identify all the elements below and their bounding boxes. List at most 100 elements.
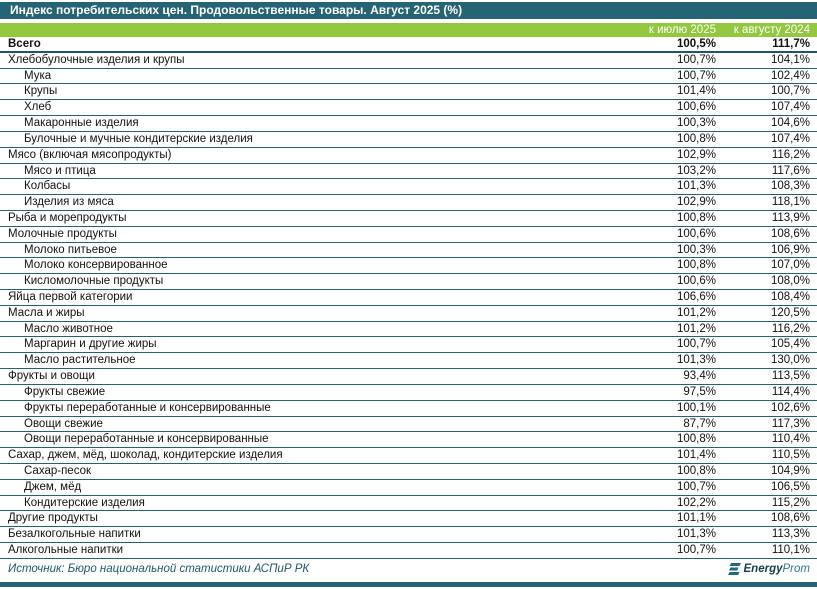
row-value-mom: 100,7% [676, 53, 716, 66]
table-row: Булочные и мучные кондитерские изделия 10… [0, 132, 817, 148]
row-value-yoy: 104,9% [770, 464, 810, 477]
bottom-accent-bar [0, 582, 817, 587]
row-label: Мясо и птица [24, 164, 96, 177]
table-row: Масло животное 101,2% 116,2% [0, 322, 817, 338]
table-row: Фрукты и овощи 93,4% 113,5% [0, 369, 817, 385]
row-value-yoy: 108,0% [770, 275, 810, 288]
row-value-mom: 102,2% [676, 496, 716, 509]
energyprom-stripes-icon [727, 562, 741, 575]
row-value-mom: 102,9% [676, 196, 716, 209]
row-label: Кисломолочные продукты [24, 275, 164, 288]
table-row: Молоко питьевое 100,3% 106,9% [0, 243, 817, 259]
row-label: Изделия из мяса [24, 196, 114, 209]
table-row: Рыба и морепродукты 100,8% 113,9% [0, 211, 817, 227]
row-label: Молочные продукты [8, 227, 117, 240]
row-value-mom: 106,6% [676, 291, 716, 303]
source-note: Источник: Бюро национальной статистики А… [8, 562, 310, 575]
page-title: Индекс потребительских цен. Продовольств… [10, 3, 463, 17]
table-row: Изделия из мяса 102,9% 118,1% [0, 195, 817, 211]
row-value-mom: 100,8% [676, 433, 716, 446]
table-row: Колбасы 101,3% 108,3% [0, 179, 817, 196]
title-bar: Индекс потребительских цен. Продовольств… [0, 2, 817, 19]
row-value-mom: 102,9% [676, 148, 716, 161]
row-value-yoy: 106,9% [770, 243, 810, 256]
row-value-yoy: 108,6% [770, 512, 810, 525]
row-value-mom: 101,3% [676, 180, 716, 193]
row-value-mom: 101,3% [676, 528, 716, 541]
row-value-mom: 100,3% [676, 243, 716, 256]
row-value-mom: 101,3% [676, 354, 716, 367]
row-value-yoy: 104,6% [770, 117, 810, 130]
row-value-yoy: 114,4% [771, 385, 810, 398]
table-row: Фрукты свежие 97,5% 114,4% [0, 385, 817, 401]
table-row: Масла и жиры 101,2% 120,5% [0, 306, 817, 322]
row-value-mom: 87,7% [683, 417, 716, 430]
row-label: Джем, мёд [24, 480, 82, 493]
table-row: Мясо (включая мясопродукты) 102,9% 116,2% [0, 148, 817, 164]
table-row: Овощи свежие 87,7% 117,3% [0, 417, 817, 433]
table-row: Овощи переработанные и консервированные 1… [0, 432, 817, 449]
row-value-mom: 100,7% [676, 544, 716, 556]
table-row: Мука 100,7% 102,4% [0, 69, 817, 85]
column-header-spacer [0, 23, 616, 37]
table-row: Макаронные изделия 100,3% 104,6% [0, 116, 817, 132]
row-label: Фрукты и овощи [8, 370, 95, 383]
table-row: Джем, мёд 100,7% 106,5% [0, 480, 817, 496]
row-value-yoy: 102,4% [770, 69, 810, 82]
row-value-yoy: 117,6% [771, 164, 810, 177]
row-value-mom: 100,8% [676, 211, 716, 224]
row-value-mom: 101,4% [676, 449, 716, 462]
row-label: Кондитерские изделия [24, 496, 145, 509]
row-value-yoy: 105,4% [770, 338, 810, 351]
row-value-yoy: 107,4% [770, 101, 810, 114]
table-row: Кондитерские изделия 102,2% 115,2% [0, 496, 817, 512]
table-row: Кисломолочные продукты 100,6% 108,0% [0, 274, 817, 290]
row-value-mom: 100,6% [676, 275, 716, 288]
brand-name: EnergyProm [744, 563, 810, 575]
row-value-yoy: 100,7% [770, 85, 810, 98]
row-label: Рыба и морепродукты [8, 211, 127, 224]
row-label: Алкогольные напитки [8, 544, 124, 556]
row-value-mom: 100,7% [676, 480, 716, 493]
row-value-mom: 101,1% [676, 512, 716, 525]
column-header-yoy: к августу 2024 [733, 24, 810, 36]
row-label: Мука [24, 69, 52, 82]
row-value-mom: 100,7% [676, 338, 716, 351]
row-value-mom: 97,5% [683, 385, 716, 398]
row-label: Другие продукты [8, 512, 98, 525]
row-value-yoy: 102,6% [770, 401, 810, 414]
table-row: Хлебобулочные изделия и крупы 100,7% 104,1… [0, 53, 817, 69]
table-row: Другие продукты 101,1% 108,6% [0, 511, 817, 528]
row-label: Безалкогольные напитки [8, 528, 141, 541]
table-row: Яйца первой категории 106,6% 108,4% [0, 290, 817, 306]
brand-name-light: Prom [782, 562, 810, 575]
row-label: Сахар, джем, мёд, шоколад, кондитерские … [8, 449, 283, 462]
row-value-yoy: 110,4% [771, 433, 810, 446]
row-value-mom: 101,4% [676, 85, 716, 98]
row-value-mom: 100,7% [676, 69, 716, 82]
table-row: Масло растительное 101,3% 130,0% [0, 353, 817, 370]
row-label: Молоко питьевое [24, 243, 117, 256]
row-value-yoy: 113,3% [771, 528, 810, 541]
row-value-yoy: 116,2% [771, 148, 810, 161]
row-value-mom: 101,2% [676, 306, 716, 319]
row-value-yoy: 104,1% [770, 53, 810, 66]
row-label: Мясо (включая мясопродукты) [8, 148, 172, 161]
column-header-bar: к июлю 2025 к августу 2024 [0, 23, 817, 37]
row-value-mom: 100,8% [676, 464, 716, 477]
row-label: Крупы [24, 85, 58, 98]
row-label: Овощи свежие [24, 417, 103, 430]
row-value-yoy: 113,5% [771, 370, 810, 383]
cpi-table: Всего 100,5% 111,7% Хлебобулочные изделия и… [0, 37, 817, 559]
row-value-yoy: 118,1% [771, 196, 810, 209]
column-header-mom: к июлю 2025 [648, 24, 716, 36]
table-row: Алкогольные напитки 100,7% 110,1% [0, 543, 817, 559]
table-row: Крупы 101,4% 100,7% [0, 84, 817, 101]
table-row: Сахар-песок 100,8% 104,9% [0, 464, 817, 480]
row-value-mom: 100,6% [676, 227, 716, 240]
row-value-mom: 100,3% [676, 117, 716, 130]
row-value-yoy: 106,5% [770, 480, 810, 493]
row-label: Масла и жиры [8, 306, 85, 319]
row-label: Масло животное [24, 322, 113, 335]
table-row: Сахар, джем, мёд, шоколад, кондитерские … [0, 448, 817, 464]
